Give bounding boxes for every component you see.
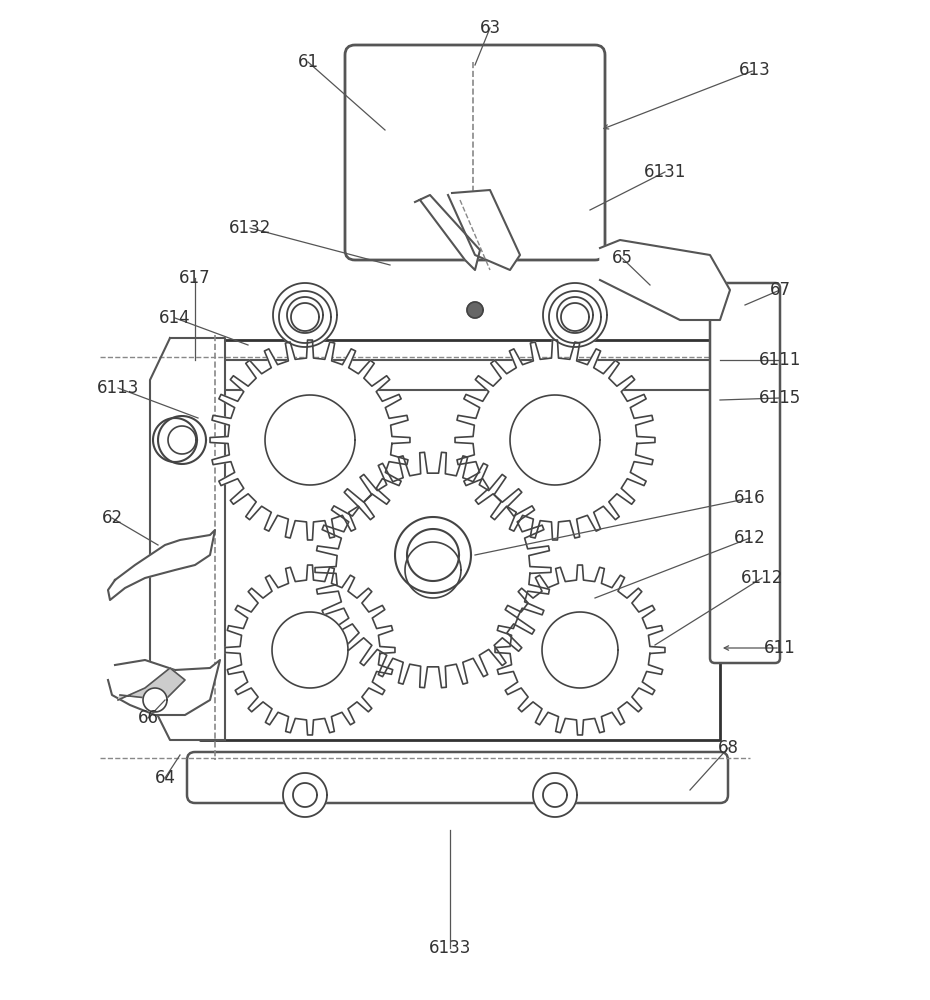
Polygon shape [108,530,215,600]
Polygon shape [265,395,355,485]
Polygon shape [108,660,220,715]
Polygon shape [272,612,348,688]
Text: 611: 611 [764,639,796,657]
Polygon shape [549,291,601,343]
Polygon shape [455,340,655,540]
Text: 64: 64 [154,769,176,787]
Text: 6115: 6115 [759,389,801,407]
Text: 612: 612 [734,529,766,547]
Polygon shape [407,529,459,581]
Text: 616: 616 [734,489,765,507]
Polygon shape [283,773,327,817]
Polygon shape [405,542,461,598]
FancyBboxPatch shape [187,752,728,803]
Text: 6111: 6111 [759,351,801,369]
Polygon shape [118,668,185,700]
Polygon shape [287,297,323,333]
Text: 66: 66 [138,709,158,727]
Polygon shape [143,688,167,712]
Text: 63: 63 [480,19,500,37]
Text: 6112: 6112 [741,569,783,587]
Polygon shape [557,297,593,333]
Polygon shape [315,452,551,688]
Text: 6131: 6131 [644,163,686,181]
Polygon shape [415,195,480,270]
Polygon shape [542,612,618,688]
Polygon shape [495,565,665,735]
FancyBboxPatch shape [710,283,780,663]
Polygon shape [210,340,410,540]
Polygon shape [543,783,567,807]
Text: 65: 65 [612,249,632,267]
Polygon shape [150,338,225,740]
Polygon shape [561,303,589,331]
Polygon shape [279,291,331,343]
Polygon shape [291,303,319,331]
Text: 6113: 6113 [97,379,140,397]
Text: 614: 614 [159,309,191,327]
Text: 67: 67 [769,281,790,299]
Polygon shape [273,283,337,347]
Text: 68: 68 [718,739,738,757]
FancyBboxPatch shape [345,45,605,260]
Text: 6133: 6133 [429,939,472,957]
Text: 61: 61 [298,53,319,71]
Polygon shape [543,283,607,347]
Polygon shape [467,302,483,318]
Polygon shape [600,240,730,320]
Text: 617: 617 [179,269,211,287]
Polygon shape [510,395,600,485]
Text: 6132: 6132 [229,219,272,237]
Text: 62: 62 [101,509,123,527]
Polygon shape [448,190,520,270]
Polygon shape [158,416,206,464]
Polygon shape [225,565,395,735]
Polygon shape [153,418,197,462]
Text: 613: 613 [739,61,771,79]
Polygon shape [168,426,196,454]
Polygon shape [533,773,577,817]
Polygon shape [395,517,471,593]
Polygon shape [293,783,317,807]
